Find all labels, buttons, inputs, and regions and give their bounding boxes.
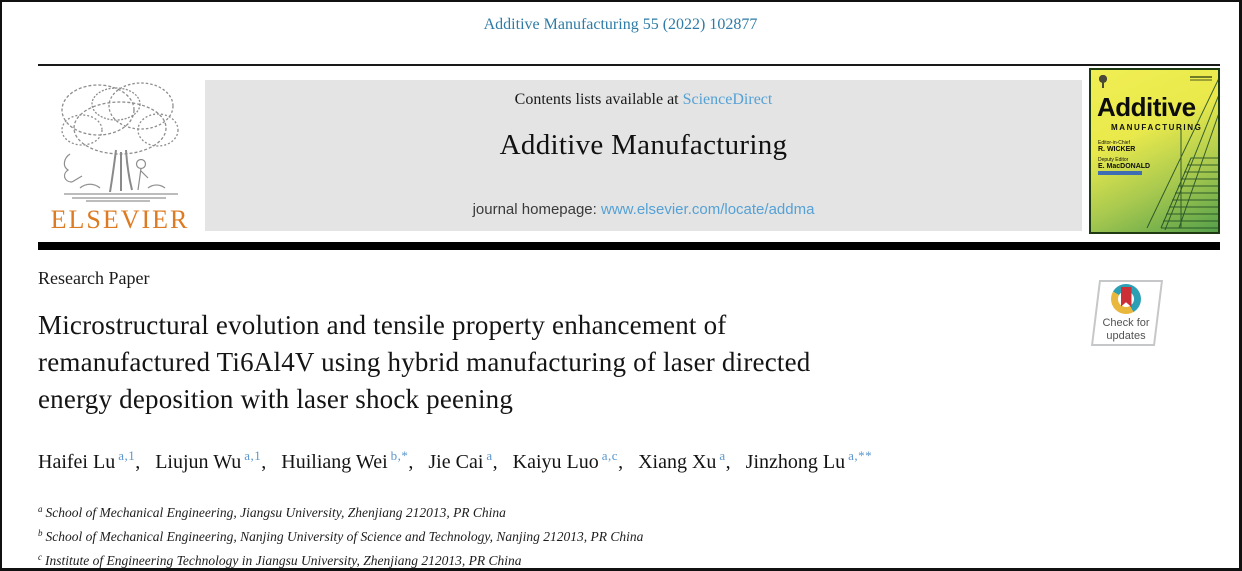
author-name: Xiang Xu — [638, 451, 717, 473]
author-name: Jinzhong Lu — [745, 451, 846, 473]
author-name: Jie Cai — [428, 451, 484, 473]
author-name: Liujun Wu — [155, 451, 242, 473]
cover-elsevier-mark — [1098, 75, 1108, 88]
author-affil-sup: a — [719, 448, 726, 463]
author-name: Haifei Lu — [38, 451, 116, 473]
author-affil-sup: b,* — [390, 448, 409, 463]
cover-issn-mark — [1190, 76, 1212, 78]
deputy-editor-label: Deputy Editor — [1098, 157, 1129, 163]
article-title-line: Microstructural evolution and tensile pr… — [38, 310, 727, 340]
affiliation-text: Institute of Engineering Technology in J… — [45, 553, 522, 568]
affiliation-list: a School of Mechanical Engineering, Jiang… — [38, 499, 643, 568]
contents-line: Contents lists available at ScienceDirec… — [205, 91, 1082, 109]
affiliation-sup: a — [38, 504, 43, 514]
contents-prefix: Contents lists available at — [514, 91, 679, 108]
affiliation-sup: b — [38, 528, 43, 538]
badge-label-line2: updates — [1106, 329, 1146, 342]
affiliation-text: School of Mechanical Engineering, Jiangs… — [45, 505, 506, 520]
badge-content: Check for updates — [1094, 279, 1158, 345]
elsevier-tree-icon — [61, 82, 179, 202]
header-divider-rule — [38, 242, 1220, 250]
author-affil-sup: a,1 — [244, 448, 262, 463]
badge-label: Check for updates — [1094, 317, 1158, 342]
homepage-line: journal homepage: www.elsevier.com/locat… — [205, 201, 1082, 218]
author: Huiliang Wei b,* — [281, 448, 423, 473]
journal-title: Additive Manufacturing — [499, 129, 788, 161]
author-list: Haifei Lua,1 Liujun Wua,1 Huiliang Weib,… — [38, 448, 1218, 474]
author-name: Kaiyu Luo — [512, 451, 599, 473]
article-title-line: energy deposition with laser shock peeni… — [38, 384, 514, 414]
journal-masthead: Contents lists available at ScienceDirec… — [205, 80, 1082, 231]
author: Xiang Xu a — [638, 448, 741, 473]
author: Kaiyu Luo a,c — [512, 448, 633, 473]
author: Jinzhong Lu a,** — [745, 448, 873, 473]
journal-citation: Additive Manufacturing 55 (2022) 102877 — [483, 16, 758, 33]
affiliation: b School of Mechanical Engineering, Nanji… — [38, 523, 643, 547]
cover-title: Additive — [1097, 92, 1196, 122]
deputy-editor-name: E. MacDONALD — [1098, 163, 1151, 170]
cover-subtitle: MANUFACTURING — [1111, 123, 1203, 132]
affiliation: a School of Mechanical Engineering, Jiang… — [38, 499, 643, 523]
journal-cover-thumbnail: Additive MANUFACTURING Editor-in-Chief R… — [1089, 68, 1220, 234]
elsevier-wordmark: ELSEVIER — [50, 205, 190, 234]
crossmark-icon — [1111, 284, 1141, 314]
author-affil-sup: a,1 — [118, 448, 136, 463]
affiliation-text: School of Mechanical Engineering, Nanjin… — [45, 529, 644, 544]
author-affil-sup: a,c — [601, 448, 619, 463]
affiliation: c Institute of Engineering Technology in … — [38, 547, 643, 568]
author-affil-sup: a — [486, 448, 493, 463]
author-name: Huiliang Wei — [281, 451, 388, 473]
cover-wireframe-art — [1146, 79, 1218, 231]
homepage-link[interactable]: www.elsevier.com/locate/addma — [601, 201, 815, 218]
crossmark-bookmark-icon — [1120, 287, 1132, 307]
editor-label: Editor-in-Chief — [1098, 140, 1130, 146]
author: Haifei Lu a,1 — [38, 448, 150, 473]
cover-blue-bar — [1098, 171, 1142, 175]
author: Jie Cai a — [428, 448, 507, 473]
section-label: Research Paper — [38, 268, 150, 288]
author: Liujun Wu a,1 — [155, 448, 276, 473]
author-affil-sup: a,** — [848, 448, 873, 463]
editor-name: R. WICKER — [1098, 146, 1136, 153]
badge-label-line1: Check for — [1102, 317, 1150, 329]
sciencedirect-link[interactable]: ScienceDirect — [682, 91, 773, 108]
affiliation-sup: c — [38, 552, 42, 562]
article-title: Microstructural evolution and tensile pr… — [38, 307, 1083, 418]
header-top-rule — [38, 64, 1220, 66]
elsevier-logo: ELSEVIER — [38, 68, 202, 234]
cover-editors: Editor-in-Chief R. WICKER Deputy Editor … — [1098, 140, 1150, 175]
article-title-line: remanufactured Ti6Al4V using hybrid manu… — [38, 347, 811, 377]
crossmark-check-for-updates-badge[interactable]: Check for updates — [1090, 279, 1164, 346]
homepage-label: journal homepage: — [472, 201, 597, 218]
